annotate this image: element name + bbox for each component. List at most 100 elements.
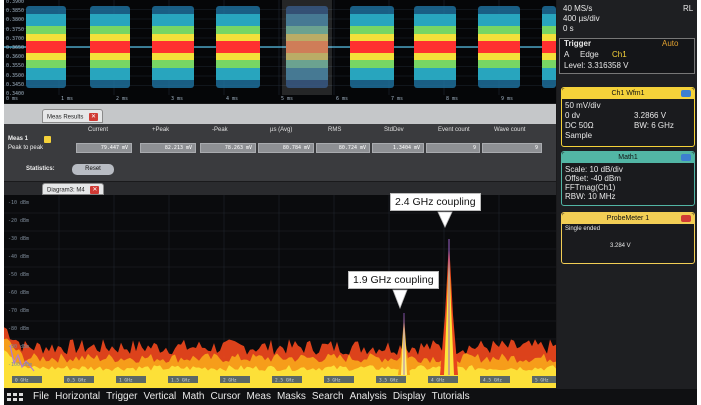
math1-menu-button[interactable] [681,154,691,161]
spectrum-x-tick-box [480,376,510,383]
meas-row-label: Peak to peak [8,145,44,151]
spectrum-x-tick-box [168,376,198,383]
menu-item[interactable]: File [33,391,50,402]
meas-results-tab[interactable]: Meas Results ✕ [42,109,104,123]
ch1-menu-button[interactable] [681,90,691,97]
close-icon[interactable]: ✕ [90,186,100,194]
probemeter-box[interactable]: ProbeMeter 1 Single ended 3.284 V [561,212,695,264]
math1-scale: Scale: 10 dB/div [565,165,623,174]
probemeter-value: 3.284 V [610,243,631,249]
spectrum-plot: -10 dBm -20 dBm -30 dBm -40 dBm -50 dBm -60 d… [4,195,556,388]
menu-item[interactable]: Search [311,391,344,402]
ch1-settings-box[interactable]: Ch1 Wfm1 50 mV/div 0 dv 3.2866 V DC 50Ω … [561,87,695,147]
meas-column-header: -Peak [212,127,228,133]
spectrum-x-tick-label: 4 GHz [431,378,445,384]
spectrum-x-tick-label: 2 GHz [223,378,237,384]
menu-item[interactable]: Math [182,391,205,402]
menu-item[interactable]: Horizontal [55,391,101,402]
menu-item[interactable]: Display [392,391,426,402]
spectrum-y-tick-label: -70 dBm [8,308,29,314]
waveform-x-tick-label: 9 ms [501,96,514,102]
sample-rate: 40 MS/s [563,4,593,13]
math1-rbw: RBW: 10 MHz [565,192,616,201]
math1-settings-box[interactable]: Math1 Scale: 10 dB/div Offset: -40 dBm F… [561,151,695,206]
callout-1-9ghz: 1.9 GHz coupling [348,271,439,289]
spectrum-x-tick-box [428,376,458,383]
meas-value-cell: 9 [482,143,542,153]
waveform-y-tick-label: 0.3450 [6,81,25,88]
waveform-y-tick-label: 0.3800 [6,17,25,24]
reset-button[interactable]: Reset [72,164,114,175]
meas-label: Meas 1 [8,136,29,142]
meas-value-cell: 1.3404 mV [372,143,424,153]
ch1-header: Ch1 Wfm1 [562,88,694,99]
meas-color-indicator [44,136,51,143]
meas-column-header: Wave count [494,127,526,133]
spectrum-y-tick-label: -100 dBm [8,362,32,368]
spectrum-x-tick-box [116,376,146,383]
trigger-mode[interactable]: Auto [662,39,679,48]
time-domain-waveform[interactable]: 0.3900 0.3850 0.3800 0.3750 0.3700 0.3650 0.36… [4,0,556,103]
spectrum-diagram[interactable]: Diagram3: M4 ✕ -10 dBm -20 dBm -30 dBm -40 … [4,182,556,388]
spectrum-y-tick-label: -80 dBm [8,326,29,332]
waveform-y-tick-label: 0.3900 [6,0,25,5]
spectrum-y-tick-label: -30 dBm [8,236,29,242]
statistics-label: Statistics: [26,166,55,172]
math1-offset: Offset: -40 dBm [565,174,621,183]
meas-value-cell: 80.784 mV [258,143,314,153]
ch1-coupling: DC 50Ω [565,121,594,130]
menu-item[interactable]: Meas [246,391,271,402]
meas-column-header: Current [88,127,109,133]
app-menu-icon[interactable] [7,393,25,402]
diagram-tab[interactable]: Diagram3: M4 ✕ [42,183,105,195]
menu-bar: File Horizontal Trigger Vertical Math Cursor M… [4,389,697,405]
menu-item[interactable]: Cursor [210,391,241,402]
ch1-offset-label: 0 dv [565,111,581,120]
close-icon[interactable]: ✕ [89,113,99,121]
waveform-x-tick-label: 2 ms [116,96,129,102]
menu-item[interactable]: Vertical [143,391,177,402]
spectrum-x-tick-label: 5 GHz [535,378,549,384]
spectrum-y-tick-label: -50 dBm [8,272,29,278]
math1-header: Math1 [562,152,694,163]
menu-item[interactable]: Analysis [349,391,387,402]
waveform-y-tick-label: 0.3550 [6,63,25,70]
waveform-x-tick-label: 4 ms [226,96,239,102]
menu-item[interactable]: Trigger [106,391,138,402]
math1-title: Math1 [618,154,638,161]
menu-item[interactable]: Masks [276,391,306,402]
math1-function: FFTmag(Ch1) [565,183,616,192]
spectrum-y-tick-label: -90 dBm [8,344,29,350]
spectrum-x-tick-label: 2.5 GHz [275,378,294,384]
waveform-x-tick-label: 1 ms [61,96,74,102]
spectrum-x-tick-box [324,376,354,383]
waveform-x-tick-label: 0 ms [6,96,19,102]
spectrum-x-tick-label: 3.5 GHz [379,378,398,384]
probemeter-close-button[interactable] [681,215,691,222]
trigger-title: Trigger [564,39,592,48]
time-scale[interactable]: 400 µs/div [563,14,600,23]
horizontal-position[interactable]: 0 s [563,24,574,33]
trigger-source: Ch1 [612,50,627,59]
menu-item[interactable]: Tutorials [431,391,470,402]
meas-column-header: StdDev [384,127,404,133]
spectrum-x-tick-label: 0 GHz [15,378,29,384]
meas-value-cell: 9 [426,143,480,153]
meas-column-header: Event count [438,127,470,133]
zoom-region [282,0,332,95]
waveform-x-tick-label: 8 ms [446,96,459,102]
ch1-title: Ch1 Wfm1 [611,90,645,97]
waveform-y-tick-label: 0.3650 [6,45,25,51]
meas-results-panel: Meas Results ✕ [4,104,556,181]
trigger-settings-box[interactable]: Trigger Auto A Edge Ch1 Level: 3.316358 … [559,38,695,74]
spectrum-x-tick-label: 0.5 GHz [67,378,86,384]
waveform-y-tick-label: 0.3600 [6,54,25,61]
trigger-level: Level: 3.316358 V [564,61,629,70]
meas-value-cell: 79.447 mV [76,143,132,153]
spectrum-x-tick-box [376,376,406,383]
waveform-plot [4,0,556,95]
meas-value-cell: 78.263 mV [200,143,256,153]
waveform-x-tick-label: 6 ms [336,96,349,102]
waveform-y-tick-label: 0.3700 [6,35,25,42]
meas-tabbar: Meas Results ✕ [4,104,556,124]
